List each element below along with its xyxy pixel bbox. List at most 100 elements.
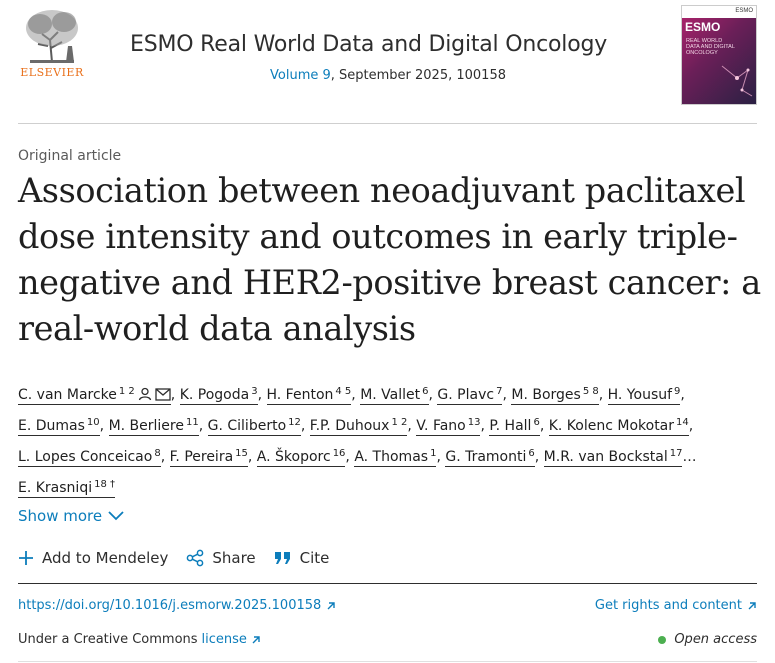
cover-subtitle-line: REAL WORLD bbox=[686, 38, 723, 44]
author-item: E. Dumas 10, bbox=[18, 417, 109, 436]
author-name: M.R. van Bockstal bbox=[543, 449, 668, 465]
author-affiliation: 1 2 bbox=[391, 417, 408, 428]
author-item: L. Lopes Conceicao 8, bbox=[18, 448, 170, 467]
person-icon[interactable] bbox=[138, 387, 152, 401]
elsevier-tree-logo[interactable] bbox=[18, 6, 86, 82]
license-prefix: Under a Creative Commons bbox=[18, 632, 198, 647]
author-link[interactable]: F. Pereira 15 bbox=[169, 448, 248, 467]
author-affiliation: 6 bbox=[528, 448, 535, 459]
author-ellipsis: … bbox=[682, 449, 697, 465]
rights-link[interactable]: Get rights and content bbox=[595, 598, 757, 613]
author-item: E. Krasniqi 18 † bbox=[18, 479, 116, 498]
author-affiliation: 1 2 bbox=[118, 386, 135, 397]
share-button[interactable]: Share bbox=[186, 549, 256, 567]
author-item: G. Ciliberto 12, bbox=[207, 417, 310, 436]
issue-date: , September 2025, 100158 bbox=[330, 68, 506, 83]
show-more-label: Show more bbox=[18, 507, 103, 525]
plus-icon bbox=[19, 551, 33, 565]
author-name: L. Lopes Conceicao bbox=[18, 449, 153, 465]
author-link[interactable]: A. Škoporc 16 bbox=[256, 448, 346, 467]
cover-subtitle-line: DATA AND DIGITAL bbox=[686, 44, 735, 50]
author-list: C. van Marcke 1 2, K. Pogoda 3, H. Fenton 4… bbox=[18, 378, 763, 502]
add-to-mendeley-label: Add to Mendeley bbox=[42, 549, 169, 567]
author-link[interactable]: V. Fano 13 bbox=[416, 417, 481, 436]
author-item: K. Pogoda 3, bbox=[179, 386, 267, 405]
author-name: P. Hall bbox=[489, 418, 532, 434]
author-link[interactable]: H. Yousuf 9 bbox=[607, 386, 681, 405]
author-affiliation: 15 bbox=[235, 448, 248, 459]
add-to-mendeley-button[interactable]: Add to Mendeley bbox=[18, 549, 168, 567]
author-link[interactable]: E. Dumas 10 bbox=[18, 417, 100, 436]
author-affiliation: 9 bbox=[674, 386, 681, 397]
author-link[interactable]: F.P. Duhoux 1 2 bbox=[309, 417, 408, 436]
author-item: F. Pereira 15, bbox=[169, 448, 257, 467]
author-item: G. Plavc 7, bbox=[437, 386, 512, 405]
share-label: Share bbox=[212, 549, 256, 567]
author-affiliation: 14 bbox=[676, 417, 689, 428]
author-affiliation: 12 bbox=[288, 417, 301, 428]
author-link[interactable]: E. Krasniqi 18 † bbox=[18, 479, 116, 498]
author-name: M. Berliere bbox=[108, 418, 184, 434]
author-item: V. Fano 13, bbox=[416, 417, 490, 436]
author-name: G. Plavc bbox=[437, 387, 495, 403]
author-item: K. Kolenc Mokotar 14, bbox=[548, 417, 694, 436]
external-link-icon bbox=[748, 601, 756, 609]
author-link[interactable]: A. Thomas 1 bbox=[354, 448, 437, 467]
email-icon[interactable] bbox=[155, 388, 171, 401]
author-item: M. Borges 5 8, bbox=[511, 386, 608, 405]
author-affiliation: 11 bbox=[185, 417, 199, 428]
volume-link[interactable]: Volume 9 bbox=[270, 68, 331, 83]
author-link[interactable]: M.R. van Bockstal 17 bbox=[543, 448, 683, 467]
bottom-divider bbox=[18, 661, 757, 662]
journal-cover[interactable]: ESMO ESMO REAL WORLD DATA AND DIGITAL ON… bbox=[681, 5, 757, 105]
author-affiliation: 7 bbox=[496, 386, 503, 397]
cover-graphic bbox=[721, 65, 753, 97]
author-link[interactable]: M. Vallet 6 bbox=[360, 386, 429, 405]
author-name: M. Borges bbox=[511, 387, 581, 403]
author-affiliation: 17 bbox=[669, 448, 683, 459]
quote-icon bbox=[274, 552, 290, 564]
author-name: V. Fano bbox=[416, 418, 466, 434]
rights-text: Get rights and content bbox=[594, 598, 742, 613]
license-link[interactable]: license bbox=[202, 632, 261, 647]
author-item: M.R. van Bockstal 17… bbox=[543, 448, 697, 467]
doi-text: https://doi.org/10.1016/j.esmorw.2025.10… bbox=[18, 598, 322, 613]
article-title: Association between neoadjuvant paclitax… bbox=[18, 171, 761, 348]
actions-divider bbox=[18, 583, 757, 584]
author-link[interactable]: C. van Marcke 1 2 bbox=[18, 386, 171, 405]
author-name: K. Kolenc Mokotar bbox=[548, 418, 675, 434]
author-name: K. Pogoda bbox=[179, 387, 250, 403]
doi-link[interactable]: https://doi.org/10.1016/j.esmorw.2025.10… bbox=[18, 598, 336, 613]
author-link[interactable]: M. Borges 5 8 bbox=[511, 386, 599, 405]
article-actions: Add to Mendeley Share Cite bbox=[18, 549, 329, 567]
author-link[interactable]: M. Berliere 11 bbox=[108, 417, 199, 436]
author-affiliation: 6 bbox=[422, 386, 429, 397]
issue-info: Volume 9, September 2025, 100158 bbox=[270, 68, 506, 83]
external-link-icon bbox=[252, 635, 260, 643]
author-name: G. Ciliberto bbox=[207, 418, 287, 434]
header-divider bbox=[18, 123, 757, 124]
author-link[interactable]: P. Hall 6 bbox=[489, 417, 540, 436]
show-more-button[interactable]: Show more bbox=[18, 507, 124, 525]
open-access-label: Open access bbox=[674, 632, 757, 647]
author-affiliation: 8 bbox=[154, 448, 161, 459]
journal-title[interactable]: ESMO Real World Data and Digital Oncolog… bbox=[130, 32, 608, 57]
author-name: A. Thomas bbox=[354, 449, 429, 465]
author-link[interactable]: K. Pogoda 3 bbox=[179, 386, 258, 405]
author-link[interactable]: G. Tramonti 6 bbox=[445, 448, 535, 467]
author-affiliation: 13 bbox=[467, 417, 481, 428]
author-link[interactable]: L. Lopes Conceicao 8 bbox=[18, 448, 161, 467]
author-item: P. Hall 6, bbox=[489, 417, 549, 436]
author-affiliation: 1 bbox=[430, 448, 437, 459]
author-link[interactable]: H. Fenton 4 5 bbox=[266, 386, 352, 405]
publisher-name[interactable]: ELSEVIER bbox=[20, 66, 84, 79]
author-item: G. Tramonti 6, bbox=[445, 448, 544, 467]
author-name: A. Škoporc bbox=[256, 449, 331, 465]
author-name: C. van Marcke bbox=[18, 387, 117, 403]
license-line: Under a Creative Commons license bbox=[18, 632, 261, 647]
author-link[interactable]: K. Kolenc Mokotar 14 bbox=[548, 417, 689, 436]
author-link[interactable]: G. Plavc 7 bbox=[437, 386, 503, 405]
cite-button[interactable]: Cite bbox=[274, 549, 329, 567]
author-link[interactable]: G. Ciliberto 12 bbox=[207, 417, 301, 436]
author-item: M. Berliere 11, bbox=[108, 417, 208, 436]
